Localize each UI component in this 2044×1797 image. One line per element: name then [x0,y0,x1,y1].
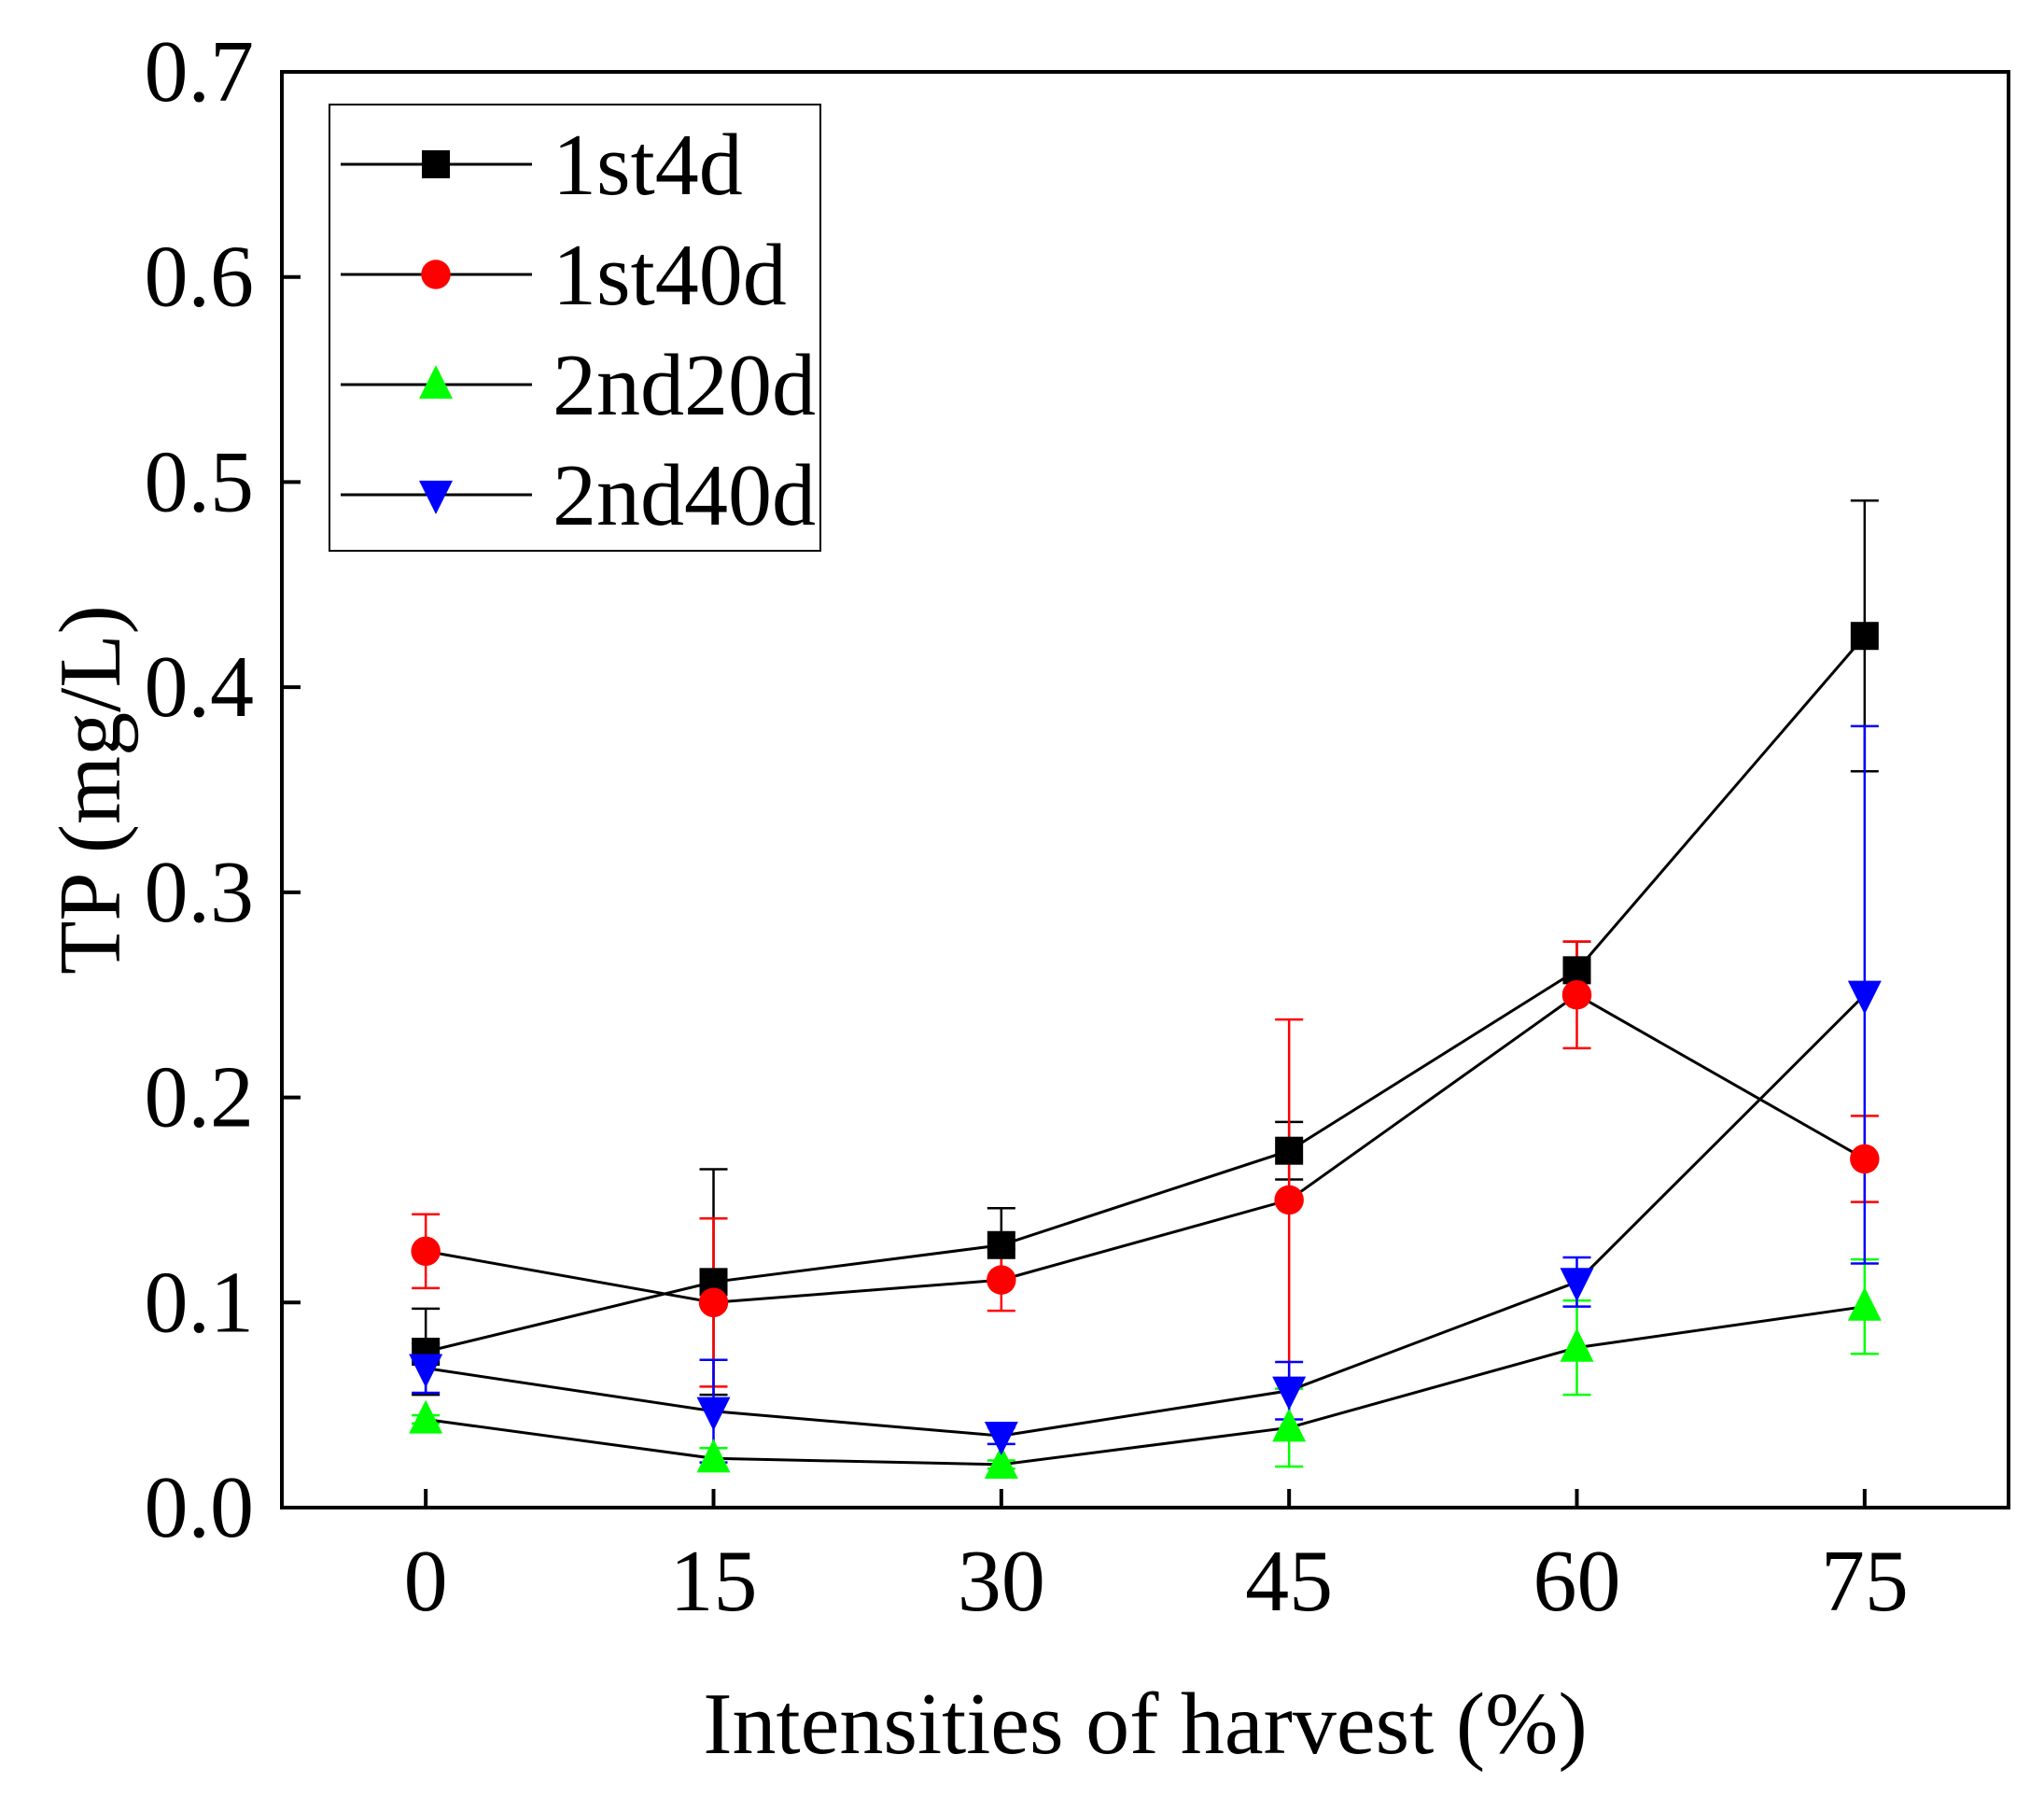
x-axis-title: Intensities of harvest (%) [703,1676,1588,1773]
legend-label: 2nd40d [553,447,816,544]
data-point-1st4d [987,1230,1015,1259]
data-point-2nd40d [409,1354,443,1388]
plot-frame [280,70,2010,1509]
data-point-2nd20d [1560,1327,1594,1362]
x-axis: 0 15 30 45 60 75 [404,1489,1909,1630]
y-tick-label: 0.0 [145,1459,255,1556]
legend-label: 2nd20d [553,337,816,434]
data-point-1st40d [411,1236,441,1267]
data-point-2nd40d [1847,980,1882,1015]
y-tick-label: 0.3 [145,844,255,941]
data-point-2nd20d [1847,1286,1882,1321]
legend-label: 1st40d [553,227,787,324]
data-point-2nd20d [984,1444,1018,1479]
legend: 1st4d 1st40d 2nd20d 2nd40d [329,104,821,552]
data-point-1st40d [698,1287,729,1318]
y-tick-label: 0.1 [145,1254,255,1351]
y-tick-label: 0.7 [145,23,255,120]
y-tick-label: 0.4 [145,639,255,736]
x-tick-label: 75 [1821,1533,1909,1630]
data-point-1st40d [1850,1144,1880,1174]
data-point-1st4d [1562,956,1591,985]
data-point-1st40d [1561,979,1592,1010]
data-point-1st40d [987,1265,1016,1295]
data-point-1st4d [1275,1136,1304,1165]
y-axis: 0.0 0.1 0.2 0.3 0.4 0.5 0.6 0.7 [145,23,301,1556]
data-point-1st40d [1274,1185,1304,1215]
legend-marker-2nd40d [419,480,453,514]
data-point-1st4d [1850,622,1879,651]
series-line-2nd20d [425,1305,1866,1467]
x-tick-label: 30 [958,1533,1045,1630]
series-line-1st4d [425,635,1866,1354]
legend-marker-1st40d [421,260,451,289]
x-tick-label: 45 [1245,1533,1333,1630]
legend-marker-1st4d [422,150,450,178]
x-tick-label: 15 [670,1533,758,1630]
series-line-1st40d [425,992,1866,1304]
legend-marker-2nd20d [419,365,453,400]
y-axis-title: TP (mg/L) [42,605,139,975]
data-point-2nd20d [409,1399,443,1434]
data-point-2nd40d [1272,1376,1307,1411]
plot-area [409,498,1882,1479]
y-tick-label: 0.6 [145,229,255,326]
y-tick-label: 0.2 [145,1049,255,1146]
y-tick-label: 0.5 [145,433,255,530]
data-point-2nd40d [984,1421,1018,1455]
legend-label: 1st4d [553,117,743,214]
data-point-2nd20d [696,1439,731,1473]
x-tick-label: 0 [404,1533,448,1630]
data-point-2nd40d [1560,1268,1594,1302]
series-line-2nd40d [425,993,1866,1438]
data-point-2nd20d [1272,1408,1307,1442]
data-point-2nd40d [696,1397,731,1431]
legend-box [329,104,821,552]
x-tick-label: 60 [1533,1533,1621,1630]
